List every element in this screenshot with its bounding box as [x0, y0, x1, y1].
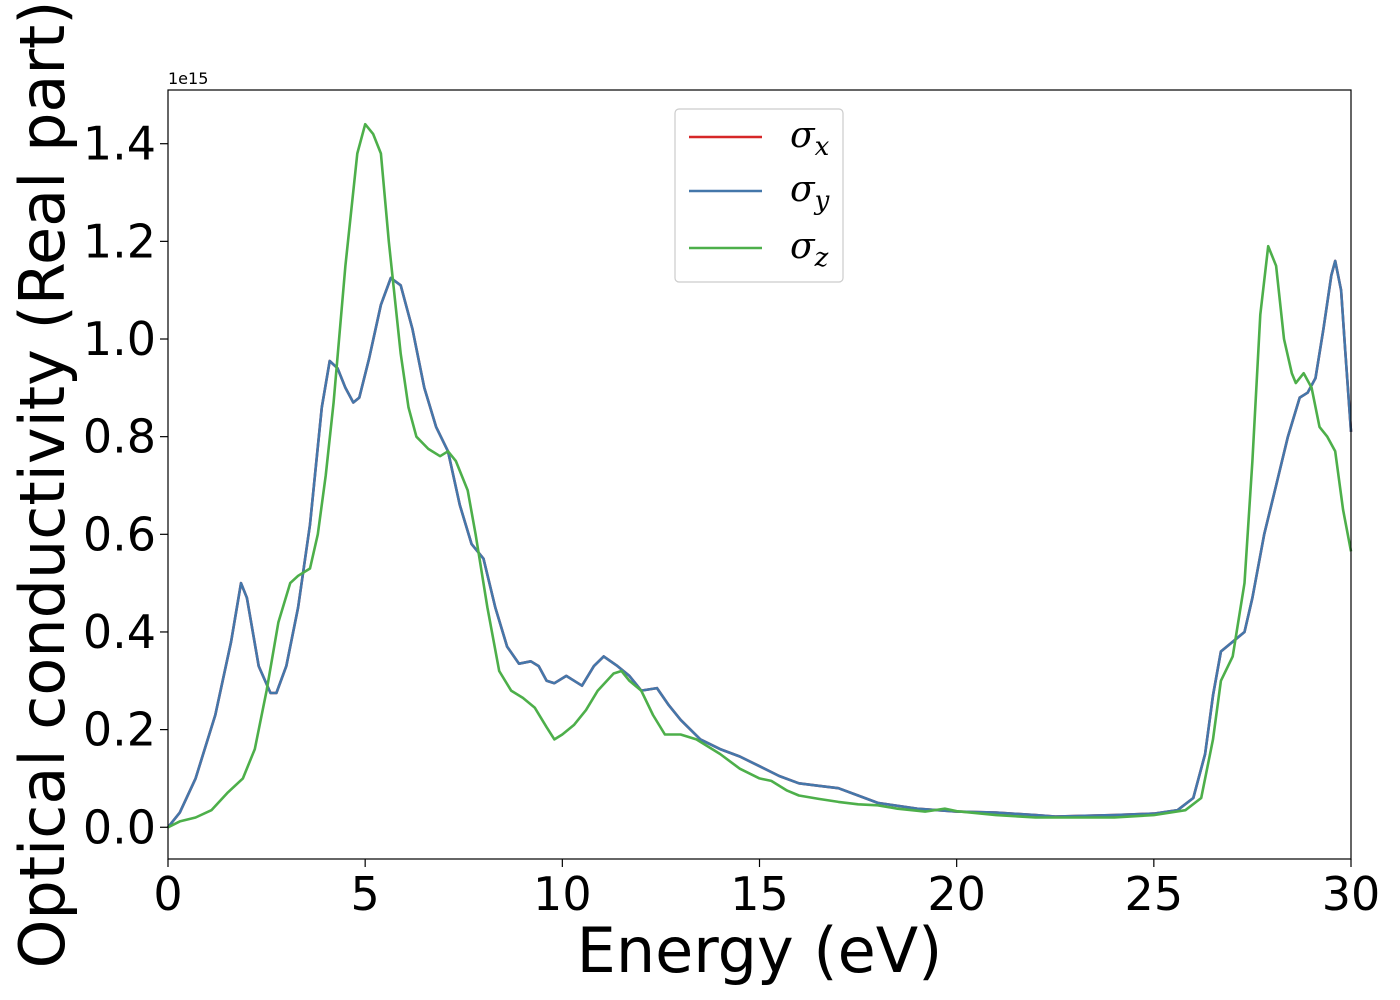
legend-label-z: σz — [790, 226, 829, 273]
legend-label-x: σx — [790, 115, 830, 162]
y-offset-label: 1e15 — [168, 69, 208, 88]
x-tick-label: 0 — [153, 867, 182, 921]
y-tick-label: 1.4 — [83, 117, 156, 171]
legend: σx σy σz — [674, 108, 844, 283]
y-axis-ticks: 0.0 0.2 0.4 0.6 0.8 1.0 1.2 1.4 — [83, 117, 168, 854]
y-tick-label: 1.2 — [83, 214, 156, 268]
legend-label-y: σy — [790, 169, 830, 216]
x-tick-label: 15 — [730, 867, 789, 921]
y-tick-label: 0.4 — [83, 605, 156, 659]
series-line-x — [166, 259, 1353, 829]
x-tick-label: 10 — [533, 867, 592, 921]
y-axis-label: Optical conductivity (Real part) — [6, 1, 79, 969]
x-tick-label: 25 — [1125, 867, 1184, 921]
series-line-z — [167, 122, 1353, 829]
legend-box — [674, 108, 844, 283]
y-tick-label: 0.8 — [83, 410, 156, 464]
y-tick-label: 0.0 — [83, 800, 156, 854]
series-line-y — [166, 259, 1353, 829]
x-axis-label: Energy (eV) — [577, 914, 943, 987]
x-axis-ticks: 0 5 10 15 20 25 30 — [153, 859, 1380, 921]
x-tick-label: 20 — [927, 867, 986, 921]
x-tick-label: 5 — [351, 867, 380, 921]
x-tick-label: 30 — [1322, 867, 1381, 921]
y-tick-label: 0.2 — [83, 703, 156, 757]
y-tick-label: 1.0 — [83, 312, 156, 366]
y-tick-label: 0.6 — [83, 507, 156, 561]
series-group — [166, 122, 1353, 829]
